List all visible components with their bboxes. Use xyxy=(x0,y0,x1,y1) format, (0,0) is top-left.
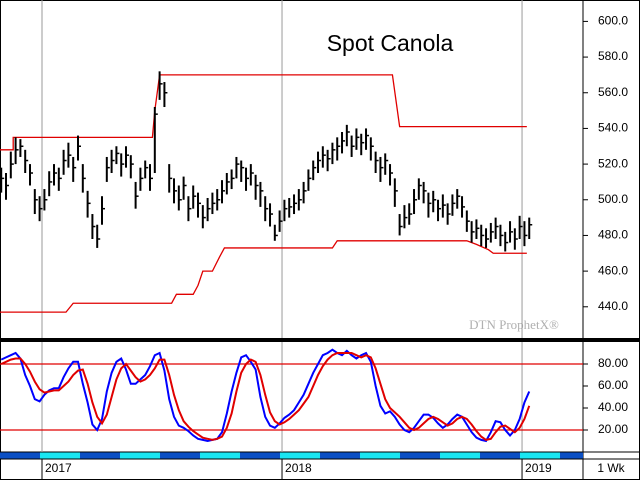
y-tick-label: 20.00 xyxy=(598,422,628,436)
y-tick-label: 80.00 xyxy=(598,356,628,370)
y-tick-label: 500.0 xyxy=(598,192,628,206)
y-tick-label: 540.0 xyxy=(598,121,628,135)
y-tick-label: 40.00 xyxy=(598,400,628,414)
x-tick-label: 2018 xyxy=(285,461,312,475)
x-tick-label: 2017 xyxy=(45,461,72,475)
y-tick-label: 600.0 xyxy=(598,14,628,28)
oscillator-line xyxy=(0,352,531,441)
y-tick-label: 60.00 xyxy=(598,378,628,392)
x-tick-label: 2019 xyxy=(525,461,552,475)
time-strip xyxy=(0,452,583,459)
watermark: DTN ProphetX® xyxy=(469,317,559,332)
oscillator-line xyxy=(0,348,531,443)
y-tick-label: 580.0 xyxy=(598,49,628,63)
y-tick-label: 460.0 xyxy=(598,263,628,277)
y-tick-label: 520.0 xyxy=(598,156,628,170)
channel-line xyxy=(0,240,527,313)
period-label: 1 Wk xyxy=(597,461,625,475)
y-tick-label: 560.0 xyxy=(598,85,628,99)
chart-title: Spot Canola xyxy=(327,30,454,56)
y-tick-label: 480.0 xyxy=(598,228,628,242)
panel-divider xyxy=(0,338,640,342)
y-tick-label: 440.0 xyxy=(598,299,628,313)
